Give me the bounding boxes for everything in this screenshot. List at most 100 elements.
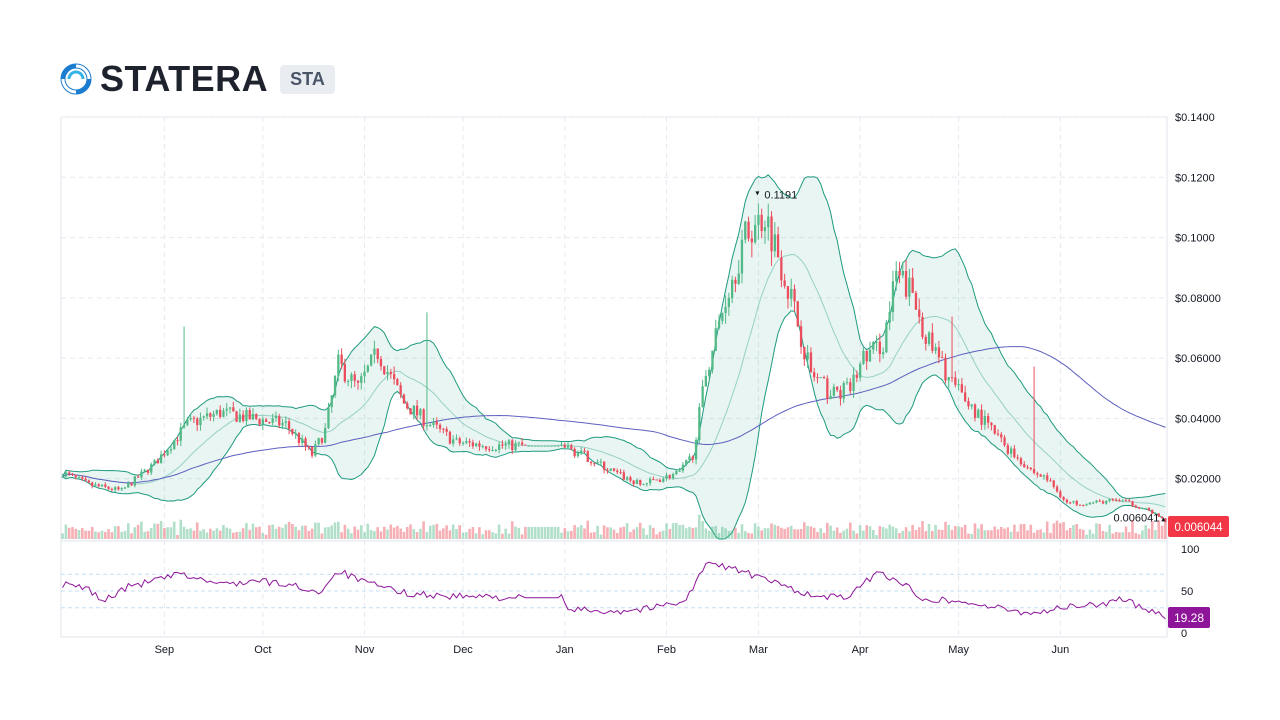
volume-bar bbox=[609, 527, 612, 539]
candle bbox=[287, 418, 291, 435]
candle bbox=[350, 372, 353, 389]
candle bbox=[353, 371, 356, 387]
candle bbox=[816, 373, 819, 384]
candle-body bbox=[1013, 448, 1016, 458]
candle bbox=[721, 312, 724, 325]
candle bbox=[310, 446, 314, 459]
candle-body bbox=[94, 484, 97, 486]
volume-bar bbox=[363, 532, 366, 539]
volume-bar bbox=[428, 525, 432, 539]
candle bbox=[934, 343, 937, 355]
candle bbox=[921, 312, 924, 340]
volume-bar bbox=[333, 522, 337, 539]
candle bbox=[1085, 503, 1088, 507]
candle bbox=[360, 372, 363, 390]
candle bbox=[1115, 498, 1118, 502]
volume-bar bbox=[1042, 532, 1046, 539]
candle-body bbox=[557, 445, 560, 447]
candle-body bbox=[445, 428, 448, 432]
candle-body bbox=[714, 328, 717, 351]
volume-bar bbox=[550, 526, 553, 539]
volume-bar bbox=[140, 521, 143, 539]
candle bbox=[904, 260, 908, 300]
candle bbox=[163, 450, 166, 458]
candle-body bbox=[931, 332, 934, 351]
candle bbox=[1023, 461, 1026, 468]
candle bbox=[941, 350, 944, 359]
volume-bar bbox=[881, 527, 885, 539]
candle-body bbox=[146, 469, 150, 473]
candle-body bbox=[839, 389, 842, 399]
volume-bar bbox=[602, 525, 606, 539]
candle-body bbox=[386, 372, 389, 375]
candle bbox=[970, 404, 973, 410]
volume-bar bbox=[527, 526, 530, 539]
volume-bar bbox=[205, 532, 209, 539]
candle bbox=[402, 393, 406, 404]
candle bbox=[435, 417, 438, 429]
candle-body bbox=[268, 422, 271, 424]
volume-bar bbox=[1088, 529, 1092, 539]
candle bbox=[859, 361, 862, 382]
volume-bar bbox=[261, 533, 265, 539]
candle-body bbox=[1134, 505, 1137, 508]
candle bbox=[383, 365, 386, 376]
candle-body bbox=[750, 238, 753, 243]
volume-bar bbox=[212, 530, 215, 539]
candle bbox=[452, 435, 455, 447]
volume-bar bbox=[163, 527, 166, 539]
volume-bar bbox=[186, 529, 189, 539]
volume-bar bbox=[1032, 532, 1036, 539]
volume-bar bbox=[586, 520, 589, 539]
candle bbox=[681, 462, 685, 473]
candle-body bbox=[626, 477, 629, 480]
candle bbox=[1128, 498, 1131, 502]
candle-body bbox=[383, 366, 386, 375]
candle-body bbox=[71, 473, 74, 475]
candle-body bbox=[163, 454, 166, 456]
volume-bar bbox=[64, 524, 68, 539]
candle bbox=[202, 415, 205, 421]
volume-bar bbox=[875, 535, 878, 539]
candle bbox=[862, 347, 865, 365]
volume-bar bbox=[730, 530, 734, 539]
candle-body bbox=[140, 471, 143, 478]
volume-bar bbox=[104, 532, 107, 539]
candle bbox=[419, 408, 422, 420]
candle-body bbox=[563, 444, 566, 448]
volume-bar bbox=[90, 526, 94, 539]
month-label: Oct bbox=[254, 644, 271, 656]
candle bbox=[1075, 499, 1078, 507]
volume-bar bbox=[396, 525, 399, 539]
candle-body bbox=[1131, 501, 1134, 506]
candle-body bbox=[629, 477, 632, 481]
candle bbox=[691, 455, 694, 463]
month-label: Jan bbox=[556, 644, 574, 656]
volume-bar bbox=[766, 528, 770, 539]
candle-body bbox=[980, 409, 983, 425]
candle bbox=[714, 319, 717, 352]
volume-bar bbox=[432, 524, 435, 539]
candle-body bbox=[688, 456, 691, 460]
candle-body bbox=[373, 348, 376, 355]
candle-body bbox=[1032, 469, 1036, 473]
candle bbox=[87, 479, 90, 483]
volume-bar bbox=[218, 530, 222, 539]
candle bbox=[333, 374, 337, 398]
candle-body bbox=[1124, 500, 1128, 502]
candle bbox=[842, 381, 845, 404]
candle bbox=[839, 385, 842, 406]
candle-body bbox=[425, 425, 429, 427]
candle bbox=[182, 326, 186, 429]
candle-body bbox=[1049, 480, 1052, 482]
candle bbox=[478, 440, 481, 451]
candle bbox=[406, 401, 409, 410]
volume-bar bbox=[996, 529, 1000, 539]
candle-body bbox=[173, 440, 176, 450]
candle-body bbox=[550, 445, 553, 447]
candle-body bbox=[389, 372, 392, 374]
candle bbox=[153, 459, 156, 466]
candle-body bbox=[360, 376, 363, 383]
volume-bar bbox=[783, 528, 786, 539]
